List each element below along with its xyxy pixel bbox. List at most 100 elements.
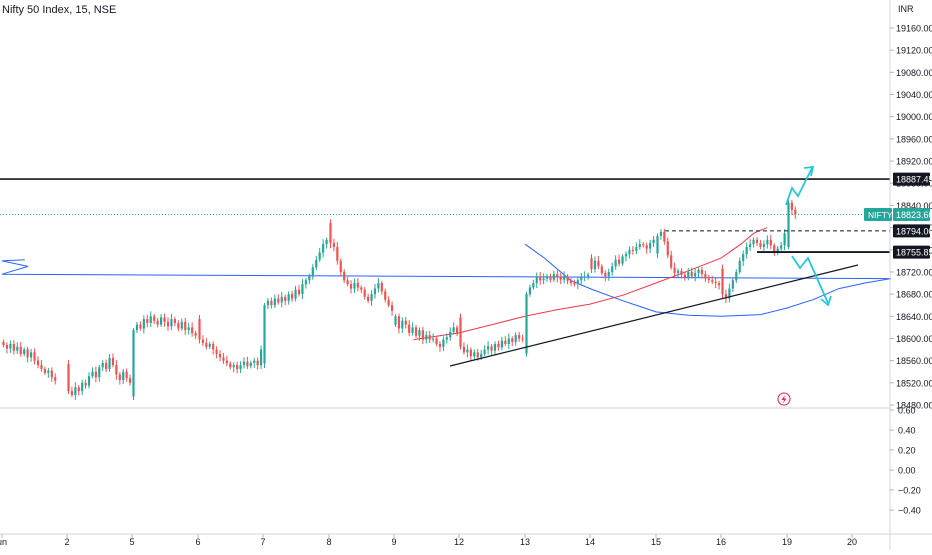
candle-body[interactable]: [449, 331, 452, 338]
candle-body[interactable]: [717, 283, 721, 286]
candle-body[interactable]: [593, 260, 597, 270]
candle-body[interactable]: [146, 319, 149, 323]
candle-body[interactable]: [187, 327, 190, 331]
candle-body[interactable]: [263, 305, 266, 364]
candle-body[interactable]: [315, 259, 318, 268]
candle-body[interactable]: [367, 296, 370, 301]
candle-body[interactable]: [728, 288, 731, 299]
candle-body[interactable]: [387, 299, 390, 306]
candle-body[interactable]: [108, 357, 111, 369]
candle-body[interactable]: [414, 327, 418, 336]
candle-body[interactable]: [16, 346, 19, 351]
candle-body[interactable]: [711, 280, 714, 282]
candle-body[interactable]: [645, 245, 648, 249]
candle-body[interactable]: [769, 239, 772, 246]
candle-body[interactable]: [752, 239, 755, 245]
candle-body[interactable]: [36, 360, 40, 366]
candle-body[interactable]: [745, 246, 748, 255]
bearish-arrow[interactable]: [791, 255, 829, 304]
candle-body[interactable]: [469, 349, 472, 357]
candle-body[interactable]: [480, 353, 483, 358]
candle-body[interactable]: [525, 294, 528, 354]
candle-body[interactable]: [256, 360, 259, 366]
candle-body[interactable]: [287, 294, 290, 301]
candle-body[interactable]: [194, 332, 197, 336]
candle-body[interactable]: [277, 298, 280, 303]
candle-body[interactable]: [232, 365, 235, 368]
time-axis[interactable]: un 2 5 6 7 8 9 12 13 14 15 16 19 20: [0, 533, 932, 547]
candle-body[interactable]: [9, 344, 12, 349]
candle-body[interactable]: [690, 271, 693, 277]
candle-body[interactable]: [380, 283, 383, 292]
candle-body[interactable]: [473, 352, 476, 357]
candle-body[interactable]: [297, 289, 301, 295]
candle-body[interactable]: [353, 283, 356, 289]
candle-body[interactable]: [259, 349, 263, 366]
candle-body[interactable]: [218, 353, 222, 358]
candle-body[interactable]: [212, 344, 215, 350]
candle-body[interactable]: [356, 283, 359, 288]
candle-body[interactable]: [170, 319, 173, 327]
candle-body[interactable]: [493, 344, 497, 351]
candle-body[interactable]: [455, 327, 459, 335]
candle-body[interactable]: [432, 338, 435, 340]
candle-body[interactable]: [700, 269, 704, 275]
candle-body[interactable]: [514, 335, 517, 342]
candle-body[interactable]: [618, 259, 621, 264]
candle-body[interactable]: [12, 344, 15, 351]
candle-body[interactable]: [670, 255, 673, 268]
candle-body[interactable]: [714, 281, 717, 284]
candle-body[interactable]: [462, 346, 466, 353]
candle-body[interactable]: [425, 335, 428, 340]
candle-body[interactable]: [249, 362, 252, 367]
candle-body[interactable]: [500, 340, 503, 348]
candle-body[interactable]: [552, 274, 555, 280]
candle-body[interactable]: [339, 260, 342, 272]
candle-body[interactable]: [294, 289, 297, 299]
candles-layer[interactable]: [2, 199, 797, 401]
candle-body[interactable]: [236, 365, 239, 369]
candle-body[interactable]: [139, 324, 142, 329]
candle-body[interactable]: [84, 382, 87, 386]
candle-body[interactable]: [50, 370, 53, 378]
candle-body[interactable]: [33, 352, 36, 361]
candle-body[interactable]: [542, 278, 545, 281]
candle-body[interactable]: [91, 371, 94, 377]
candle-body[interactable]: [397, 316, 401, 329]
candle-body[interactable]: [762, 244, 765, 247]
candle-body[interactable]: [205, 342, 208, 347]
candle-body[interactable]: [790, 202, 793, 210]
candle-body[interactable]: [539, 276, 542, 281]
candle-body[interactable]: [239, 365, 242, 369]
candle-body[interactable]: [631, 249, 634, 251]
candle-body[interactable]: [532, 283, 535, 288]
candle-body[interactable]: [663, 232, 666, 242]
candle-body[interactable]: [311, 267, 314, 277]
candle-body[interactable]: [438, 344, 442, 347]
candle-body[interactable]: [421, 330, 424, 340]
candle-body[interactable]: [325, 239, 328, 245]
candle-body[interactable]: [329, 223, 332, 244]
candle-body[interactable]: [128, 378, 132, 383]
candle-body[interactable]: [246, 361, 249, 367]
candle-body[interactable]: [81, 382, 84, 392]
candle-body[interactable]: [563, 276, 566, 280]
candle-body[interactable]: [142, 319, 145, 329]
candle-body[interactable]: [166, 321, 170, 327]
candle-body[interactable]: [125, 371, 128, 379]
candle-body[interactable]: [373, 288, 377, 295]
candle-body[interactable]: [518, 335, 521, 339]
candle-body[interactable]: [607, 271, 610, 277]
candle-body[interactable]: [94, 371, 97, 378]
candle-body[interactable]: [304, 280, 307, 285]
candle-body[interactable]: [105, 362, 108, 369]
candle-body[interactable]: [242, 361, 246, 366]
candle-body[interactable]: [628, 249, 631, 255]
candle-body[interactable]: [284, 296, 287, 301]
candle-body[interactable]: [163, 317, 166, 322]
candle-body[interactable]: [694, 273, 697, 277]
candle-body[interactable]: [74, 387, 77, 396]
candle-body[interactable]: [794, 209, 797, 215]
candle-body[interactable]: [118, 374, 121, 381]
candle-body[interactable]: [556, 274, 559, 278]
